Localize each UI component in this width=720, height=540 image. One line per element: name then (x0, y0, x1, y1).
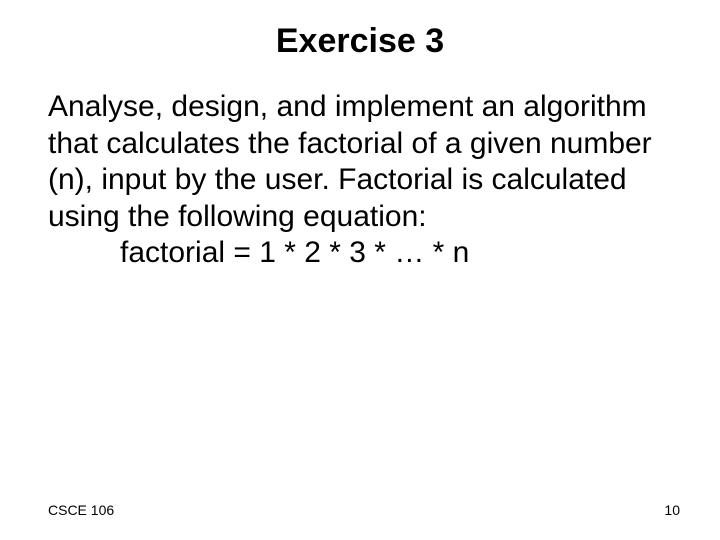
footer-course-code: CSCE 106 (48, 502, 114, 518)
equation-text: factorial = 1 * 2 * 3 * … * n (0, 235, 720, 272)
slide-title: Exercise 3 (0, 0, 720, 61)
footer-page-number: 10 (664, 502, 680, 518)
body-paragraph: Analyse, design, and implement an algori… (0, 61, 720, 235)
